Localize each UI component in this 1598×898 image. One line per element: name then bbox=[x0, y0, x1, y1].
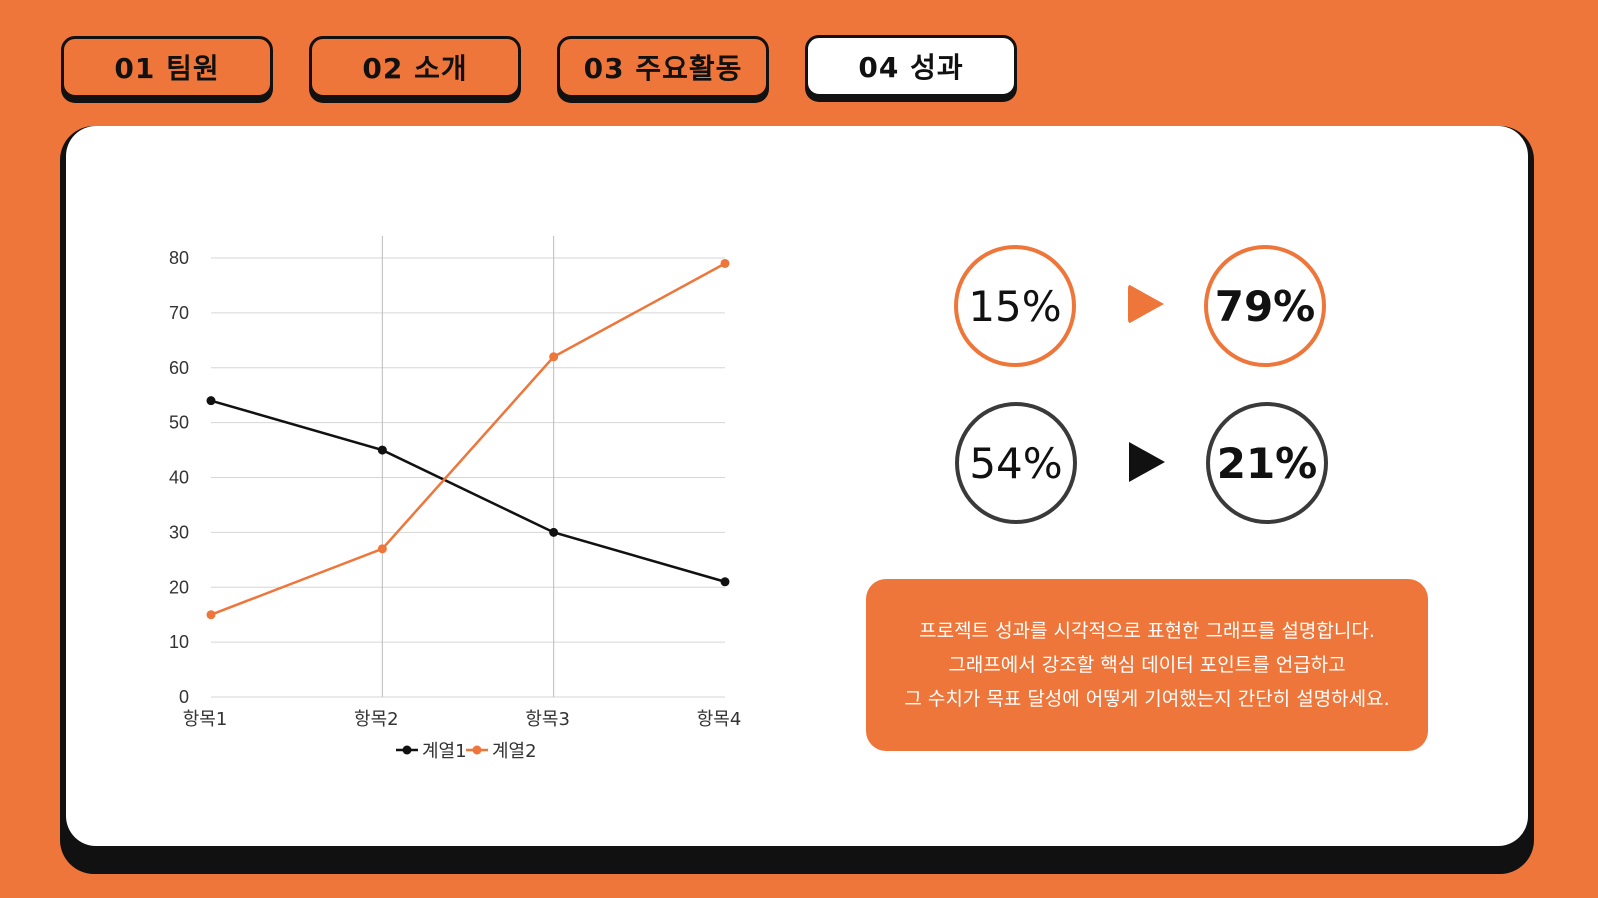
y-tick-label: 30 bbox=[169, 522, 189, 542]
y-tick-label: 0 bbox=[179, 687, 189, 707]
y-tick-label: 80 bbox=[169, 248, 189, 268]
legend-marker bbox=[472, 745, 482, 755]
stat-after-2: 21% bbox=[1206, 402, 1328, 524]
data-point bbox=[549, 527, 559, 537]
y-tick-label: 70 bbox=[169, 303, 189, 323]
y-tick-label: 40 bbox=[169, 468, 189, 488]
tab-intro[interactable]: 02 소개 bbox=[309, 36, 521, 98]
y-tick-label: 10 bbox=[169, 632, 189, 652]
legend-label: 계열2 bbox=[492, 741, 537, 762]
tab-results[interactable]: 04 성과 bbox=[805, 35, 1017, 97]
data-point bbox=[206, 610, 216, 620]
data-point bbox=[377, 544, 387, 554]
series-line-2 bbox=[210, 262, 726, 616]
y-tick-label: 60 bbox=[169, 358, 189, 378]
data-point bbox=[720, 577, 730, 587]
tab-team[interactable]: 01 팀원 bbox=[61, 36, 273, 98]
description-box: 프로젝트 성과를 시각적으로 표현한 그래프를 설명합니다. 그래프에서 강조할… bbox=[866, 579, 1428, 751]
x-tick-label: 항목3 bbox=[525, 709, 570, 730]
line-chart: 0 10 20 30 40 50 60 70 80 항목1 항목2 항목3 항목4 계열1 계열2 bbox=[169, 236, 742, 762]
x-tick-label: 항목4 bbox=[697, 709, 742, 730]
legend-marker bbox=[402, 745, 412, 755]
legend-label: 계열1 bbox=[422, 741, 467, 762]
data-point bbox=[720, 258, 730, 268]
play-arrow-icon bbox=[1128, 284, 1164, 324]
description-line: 그래프에서 강조할 핵심 데이터 포인트를 언급하고 bbox=[948, 654, 1346, 676]
x-tick-label: 항목2 bbox=[354, 709, 399, 730]
data-point bbox=[549, 352, 559, 362]
stat-before-2: 54% bbox=[955, 402, 1077, 524]
y-tick-label: 20 bbox=[169, 577, 189, 597]
series-line-1 bbox=[210, 399, 726, 583]
data-point bbox=[206, 396, 216, 406]
description-line: 그 수치가 목표 달성에 어떻게 기여했는지 간단히 설명하세요. bbox=[904, 688, 1390, 710]
x-tick-label: 항목1 bbox=[183, 709, 228, 730]
stat-before-1: 15% bbox=[954, 245, 1076, 367]
y-tick-label: 50 bbox=[169, 413, 189, 433]
play-arrow-icon bbox=[1129, 442, 1165, 482]
stat-after-1: 79% bbox=[1204, 245, 1326, 367]
description-line: 프로젝트 성과를 시각적으로 표현한 그래프를 설명합니다. bbox=[919, 620, 1375, 642]
data-point bbox=[377, 445, 387, 455]
tab-activities[interactable]: 03 주요활동 bbox=[557, 36, 769, 98]
